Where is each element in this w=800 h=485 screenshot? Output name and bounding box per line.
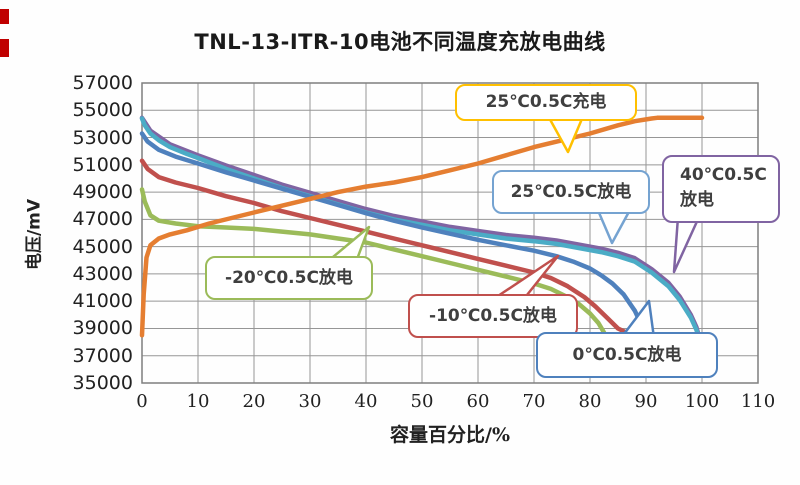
callout-discharge-25c-label: 25℃0.5C放电 [510,181,632,202]
callout-discharge-minus20c-label: -20℃0.5C放电 [225,267,353,288]
callout-discharge-0c: 0℃0.5C放电 [536,332,718,378]
callout-discharge-minus10c-label: -10℃0.5C放电 [429,305,557,326]
y-tick-label: 49000 [72,181,133,204]
series-25℃0.5C放电 [139,116,705,349]
callout-charge-25c-label: 25℃0.5C充电 [485,92,607,113]
y-tick-label: 57000 [72,72,133,94]
y-tick-label: 45000 [72,235,133,258]
x-tick-label: 60 [466,391,490,412]
x-tick-label: 20 [242,391,266,412]
x-tick-label: 70 [522,391,546,412]
y-tick-label: 55000 [72,99,133,122]
series-0℃0.5C放电 [139,131,652,350]
callout-tail-discharge-40 [672,215,701,274]
edge-artifact-bottom [0,39,9,57]
callout-discharge-40c-line1: 40℃0.5C [680,165,767,185]
edge-artifact-top [0,9,9,24]
y-tick-label: 41000 [72,290,133,313]
x-tick-label: 90 [634,391,658,412]
y-tick-label: 37000 [72,344,133,367]
series-25℃0.5C充电 [139,115,705,338]
callout-discharge-minus20c: -20℃0.5C放电 [205,256,373,300]
callout-charge-25c: 25℃0.5C充电 [455,84,637,121]
chart-title: TNL-13-ITR-10电池不同温度充放电曲线 [194,30,606,54]
series--10℃0.5C放电 [139,158,629,335]
x-axis-title: 容量百分比/% [390,424,510,446]
y-axis-title: 电压/mV [24,198,45,271]
x-tick-label: 40 [354,391,378,412]
y-tick-label: 53000 [72,126,133,149]
y-tick-label: 51000 [72,153,133,176]
x-tick-label: 0 [136,391,148,412]
y-tick-label: 39000 [72,317,133,340]
callout-discharge-40c: 40℃0.5C 放电 [662,155,780,223]
data-curves [139,115,705,350]
callout-discharge-minus10c: -10℃0.5C放电 [408,294,578,338]
y-tick-label: 43000 [72,262,133,285]
callout-discharge-0c-label: 0℃0.5C放电 [572,344,682,365]
x-tick-label: 30 [298,391,322,412]
series-40℃0.5C放电 [139,115,705,350]
x-tick-label: 10 [186,391,210,412]
x-tick-label: 80 [578,391,602,412]
y-tick-label: 47000 [72,208,133,231]
x-tick-label: 100 [684,391,720,412]
callout-discharge-40c-line2: 放电 [680,189,714,210]
y-tick-label: 35000 [72,372,133,394]
callout-discharge-25c: 25℃0.5C放电 [492,170,650,214]
x-tick-label: 50 [410,391,434,412]
x-tick-label: 110 [740,391,776,412]
plot-border [141,82,759,384]
